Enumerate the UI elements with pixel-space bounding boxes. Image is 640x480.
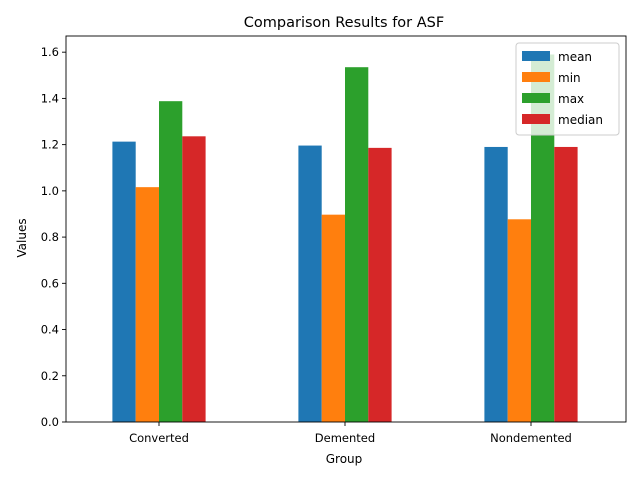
plot-frame bbox=[65, 35, 627, 423]
legend-label-max: max bbox=[558, 92, 584, 106]
x-tick-label-demented: Demented bbox=[315, 431, 375, 445]
legend-label-min: min bbox=[558, 71, 581, 85]
legend-swatch-min bbox=[522, 72, 550, 82]
bar-median-converted bbox=[182, 136, 206, 422]
bar-min-converted bbox=[135, 187, 159, 422]
x-axis-label: Group bbox=[326, 452, 363, 466]
legend-swatch-max bbox=[522, 93, 550, 103]
bar-mean-converted bbox=[112, 141, 136, 422]
legend: mean min max median bbox=[515, 42, 620, 136]
y-tick-label: 0.0 bbox=[41, 415, 59, 429]
y-tick-label: 1.2 bbox=[41, 138, 59, 152]
bar-mean-nondemented bbox=[484, 146, 508, 422]
bar-mean-demented bbox=[298, 145, 322, 422]
legend-swatch-mean bbox=[522, 51, 550, 61]
bar-max-nondemented bbox=[531, 54, 555, 423]
legend-label-mean: mean bbox=[558, 50, 592, 64]
x-tick-label-converted: Converted bbox=[129, 431, 189, 445]
y-tick-label: 0.2 bbox=[41, 369, 59, 383]
y-axis-label: Values bbox=[15, 218, 29, 257]
plot-area: 0.0 0.2 0.4 0.6 0.8 1.0 1.2 1.4 1.6 Converted Deme… bbox=[41, 35, 627, 445]
legend-label-median: median bbox=[558, 113, 603, 127]
bar-median-nondemented bbox=[554, 146, 578, 422]
x-tick-label-nondemented: Nondemented bbox=[490, 431, 572, 445]
bar-max-demented bbox=[345, 67, 369, 422]
y-tick-label: 1.6 bbox=[41, 45, 59, 59]
y-tick-label: 0.6 bbox=[41, 276, 59, 290]
bar-max-converted bbox=[159, 101, 183, 423]
y-tick-label: 1.0 bbox=[41, 184, 59, 198]
bar-min-nondemented bbox=[507, 219, 531, 422]
legend-box bbox=[515, 42, 620, 136]
bar-min-demented bbox=[321, 214, 345, 422]
bar-median-demented bbox=[368, 147, 392, 422]
chart-title: Comparison Results for ASF bbox=[244, 15, 444, 31]
y-tick-label: 0.8 bbox=[41, 230, 59, 244]
y-tick-label: 1.4 bbox=[41, 91, 59, 105]
y-tick-label: 0.4 bbox=[41, 323, 59, 337]
legend-swatch-median bbox=[522, 114, 550, 124]
